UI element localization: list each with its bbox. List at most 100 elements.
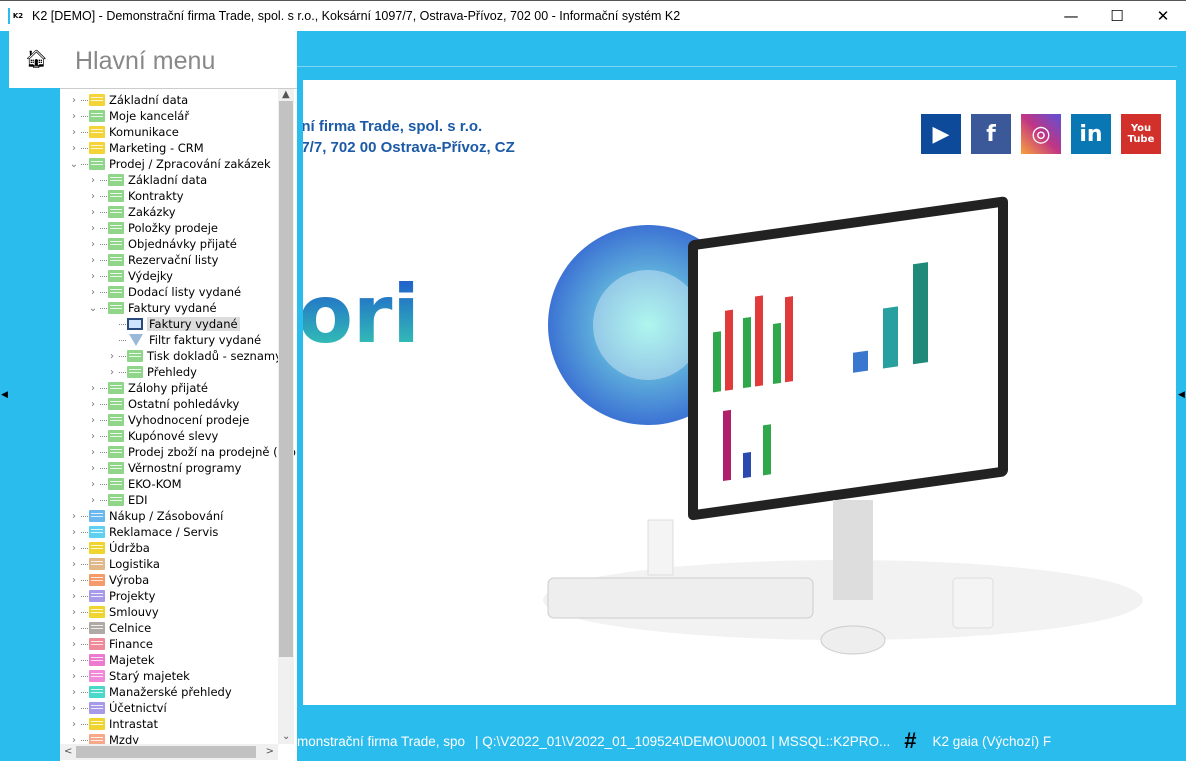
- chevron-right-icon[interactable]: ›: [72, 686, 76, 698]
- tree-item[interactable]: › Prodej zboží na prodejně (Pro: [87, 444, 296, 460]
- chevron-right-icon[interactable]: ›: [72, 718, 76, 730]
- chevron-right-icon[interactable]: ›: [72, 590, 76, 602]
- chevron-right-icon[interactable]: ›: [91, 398, 95, 410]
- tree-item[interactable]: › Starý majetek: [68, 668, 190, 684]
- chevron-right-icon[interactable]: ›: [72, 574, 76, 586]
- tree-item[interactable]: › Tisk dokladů - seznamy: [106, 348, 282, 364]
- chevron-right-icon[interactable]: ›: [91, 382, 95, 394]
- chevron-right-icon[interactable]: ›: [91, 286, 95, 298]
- tree-item[interactable]: › Reklamace / Servis: [68, 524, 218, 540]
- scrollbar-thumb[interactable]: [279, 101, 293, 657]
- chevron-right-icon[interactable]: ›: [72, 126, 76, 138]
- collapse-left-icon[interactable]: ◀: [1, 390, 8, 400]
- chevron-right-icon[interactable]: ›: [91, 430, 95, 442]
- chevron-right-icon[interactable]: ›: [91, 414, 95, 426]
- chevron-right-icon[interactable]: ›: [91, 174, 95, 186]
- chevron-right-icon[interactable]: ›: [72, 654, 76, 666]
- tree-item[interactable]: › Majetek: [68, 652, 154, 668]
- tree-item[interactable]: › Výroba: [68, 572, 149, 588]
- tree-item[interactable]: ⌄ Prodej / Zpracování zakázek: [68, 156, 271, 172]
- collapse-right-icon[interactable]: ◀: [1178, 390, 1185, 400]
- tree-item[interactable]: › Položky prodeje: [87, 220, 218, 236]
- tree-item[interactable]: › Komunikace: [68, 124, 179, 140]
- tree-item[interactable]: › Finance: [68, 636, 153, 652]
- tree-item[interactable]: › Marketing - CRM: [68, 140, 204, 156]
- chevron-right-icon[interactable]: ›: [110, 366, 114, 378]
- hash-icon[interactable]: #: [904, 730, 917, 752]
- chevron-right-icon[interactable]: ›: [91, 238, 95, 250]
- tree-item[interactable]: ⌄ Faktury vydané: [87, 300, 217, 316]
- vertical-scrollbar[interactable]: ▲ ⌄: [278, 89, 294, 744]
- tree-item[interactable]: › Výdejky: [87, 268, 173, 284]
- chevron-right-icon[interactable]: ›: [91, 254, 95, 266]
- chevron-right-icon[interactable]: ›: [110, 350, 114, 362]
- tree-item[interactable]: › Kontrakty: [87, 188, 184, 204]
- tree-item[interactable]: › Účetnictví: [68, 700, 167, 716]
- tree-item[interactable]: Faktury vydané: [106, 316, 240, 332]
- facebook-icon[interactable]: f: [971, 114, 1011, 154]
- chevron-right-icon[interactable]: ›: [91, 270, 95, 282]
- chevron-right-icon[interactable]: ›: [72, 510, 76, 522]
- tree-item[interactable]: › Ostatní pohledávky: [87, 396, 239, 412]
- chevron-right-icon[interactable]: ›: [72, 110, 76, 122]
- tree-item[interactable]: › Přehledy: [106, 364, 197, 380]
- chevron-right-icon[interactable]: ›: [91, 462, 95, 474]
- linkedin-icon[interactable]: in: [1071, 114, 1111, 154]
- scroll-down-icon[interactable]: ⌄: [282, 731, 291, 742]
- scroll-right-icon[interactable]: >: [265, 746, 274, 757]
- chevron-right-icon[interactable]: ›: [91, 446, 95, 458]
- minimize-button[interactable]: —: [1063, 7, 1079, 25]
- video-icon[interactable]: ▶: [921, 114, 961, 154]
- tree-item[interactable]: › Manažerské přehledy: [68, 684, 232, 700]
- chevron-right-icon[interactable]: ›: [72, 526, 76, 538]
- tree-item[interactable]: › Intrastat: [68, 716, 158, 732]
- scroll-left-icon[interactable]: <: [64, 746, 73, 757]
- tree-item[interactable]: › Základní data: [68, 92, 188, 108]
- chevron-right-icon[interactable]: ›: [72, 542, 76, 554]
- tree-item[interactable]: › Vyhodnocení prodeje: [87, 412, 249, 428]
- tree-item[interactable]: › Moje kancelář: [68, 108, 189, 124]
- tree-item[interactable]: › Projekty: [68, 588, 156, 604]
- chevron-right-icon[interactable]: ›: [72, 638, 76, 650]
- home-icon[interactable]: 🏠︎: [25, 49, 48, 70]
- tree-item[interactable]: › Kupónové slevy: [87, 428, 218, 444]
- tree-item[interactable]: › Celnice: [68, 620, 151, 636]
- tree-item[interactable]: › Základní data: [87, 172, 207, 188]
- tree-item[interactable]: › EKO-KOM: [87, 476, 182, 492]
- tree-item[interactable]: › Objednávky přijaté: [87, 236, 237, 252]
- maximize-button[interactable]: ☐: [1110, 7, 1124, 25]
- tree-item[interactable]: › EDI: [87, 492, 148, 508]
- tree-item[interactable]: › Nákup / Zásobování: [68, 508, 223, 524]
- chevron-right-icon[interactable]: ›: [91, 190, 95, 202]
- tree-item[interactable]: › Mzdy: [68, 732, 139, 748]
- chevron-right-icon[interactable]: ›: [91, 206, 95, 218]
- chevron-right-icon[interactable]: ›: [91, 494, 95, 506]
- chevron-down-icon[interactable]: ⌄: [69, 158, 79, 170]
- chevron-right-icon[interactable]: ›: [91, 222, 95, 234]
- scroll-up-icon[interactable]: ▲: [282, 89, 290, 100]
- tree-item[interactable]: Filtr faktury vydané: [106, 332, 261, 348]
- chevron-right-icon[interactable]: ›: [72, 622, 76, 634]
- chevron-right-icon[interactable]: ›: [72, 606, 76, 618]
- tree-item[interactable]: › Zakázky: [87, 204, 176, 220]
- tree-item[interactable]: › Dodací listy vydané: [87, 284, 241, 300]
- tree-item[interactable]: › Smlouvy: [68, 604, 159, 620]
- youtube-icon[interactable]: You Tube: [1121, 114, 1161, 154]
- chevron-right-icon[interactable]: ›: [72, 702, 76, 714]
- chevron-right-icon[interactable]: ›: [72, 558, 76, 570]
- chevron-right-icon[interactable]: ›: [91, 478, 95, 490]
- tree-item[interactable]: › Věrnostní programy: [87, 460, 241, 476]
- tree-item[interactable]: › Logistika: [68, 556, 160, 572]
- instagram-icon[interactable]: ◎: [1021, 114, 1061, 154]
- chevron-right-icon[interactable]: ›: [72, 94, 76, 106]
- scrollbar-thumb[interactable]: [76, 746, 256, 758]
- close-button[interactable]: ✕: [1156, 7, 1170, 25]
- tree-item[interactable]: › Zálohy přijaté: [87, 380, 208, 396]
- chevron-right-icon[interactable]: ›: [72, 142, 76, 154]
- horizontal-scrollbar[interactable]: < >: [60, 744, 278, 760]
- chevron-right-icon[interactable]: ›: [72, 734, 76, 746]
- tree-item[interactable]: › Údržba: [68, 540, 150, 556]
- chevron-down-icon[interactable]: ⌄: [88, 302, 98, 314]
- chevron-right-icon[interactable]: ›: [72, 670, 76, 682]
- tree-item[interactable]: › Rezervační listy: [87, 252, 218, 268]
